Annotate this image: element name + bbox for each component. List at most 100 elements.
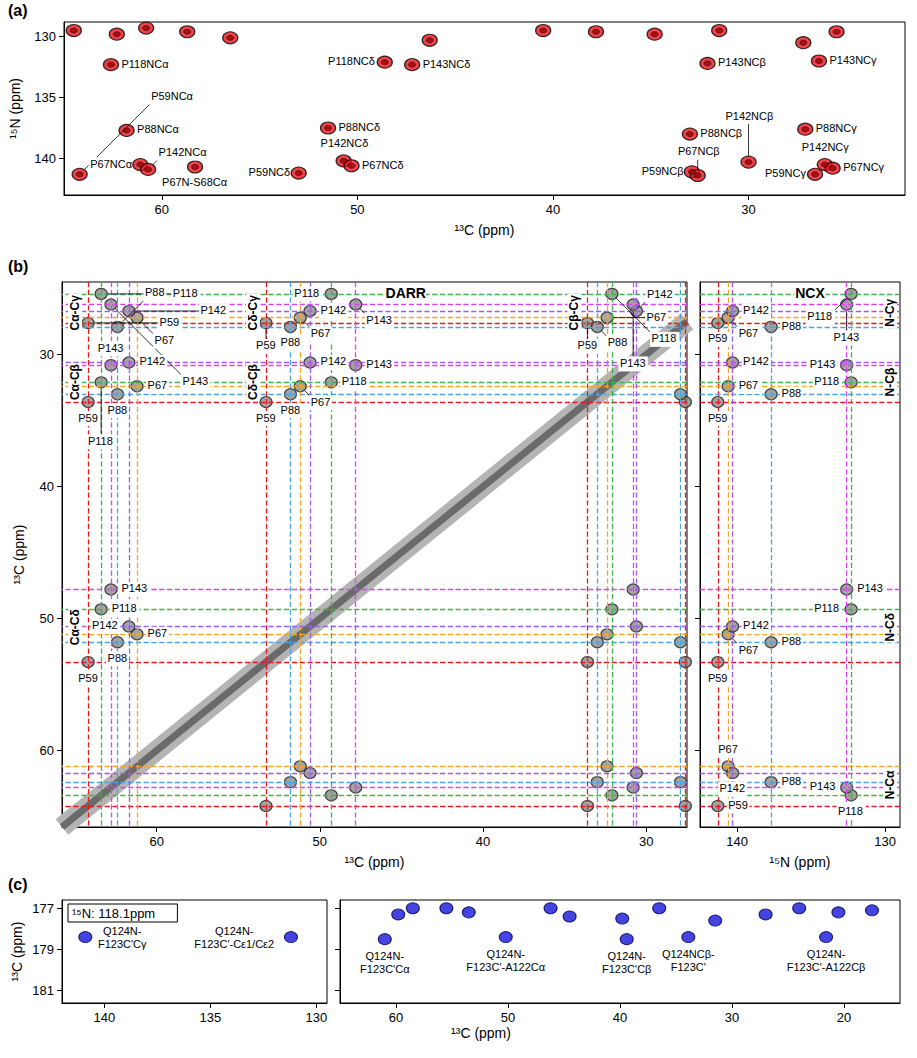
- svg-text:20: 20: [837, 1010, 851, 1025]
- svg-text:50: 50: [40, 611, 54, 626]
- svg-text:P118: P118: [807, 310, 832, 322]
- svg-text:P118NCα: P118NCα: [121, 58, 169, 70]
- svg-text:130: 130: [34, 29, 56, 44]
- svg-text:P88: P88: [608, 336, 628, 348]
- svg-text:F123C'-A122Cα: F123C'-A122Cα: [466, 961, 545, 973]
- svg-text:P142: P142: [743, 304, 769, 316]
- svg-text:¹³C (ppm): ¹³C (ppm): [11, 525, 27, 585]
- svg-text:P88NCα: P88NCα: [137, 123, 179, 135]
- svg-text:Q124N-: Q124N-: [103, 925, 142, 937]
- svg-text:(c): (c): [8, 876, 28, 893]
- svg-text:F123C'Cα: F123C'Cα: [360, 963, 410, 975]
- svg-text:140: 140: [94, 1010, 116, 1025]
- svg-text:P142: P142: [139, 355, 165, 367]
- svg-text:P118: P118: [294, 287, 319, 299]
- svg-text:Cδ-Cβ: Cδ-Cβ: [246, 364, 260, 400]
- svg-text:Q124N-: Q124N-: [607, 950, 646, 962]
- svg-text:P67: P67: [148, 379, 168, 391]
- svg-text:P67: P67: [718, 743, 738, 755]
- svg-text:130: 130: [874, 834, 896, 849]
- svg-text:50: 50: [313, 834, 327, 849]
- svg-text:50: 50: [350, 202, 364, 217]
- svg-text:¹³C (ppm): ¹³C (ppm): [9, 922, 25, 982]
- svg-text:40: 40: [613, 1010, 627, 1025]
- svg-text:P143: P143: [833, 331, 859, 343]
- svg-text:30: 30: [40, 347, 54, 362]
- svg-text:P143: P143: [857, 582, 883, 594]
- svg-text:P59NCα: P59NCα: [151, 90, 193, 102]
- svg-text:¹³C (ppm): ¹³C (ppm): [345, 854, 405, 870]
- svg-text:181: 181: [32, 983, 54, 998]
- svg-text:P143: P143: [620, 357, 646, 369]
- svg-text:P67: P67: [739, 327, 759, 339]
- svg-text:30: 30: [741, 202, 755, 217]
- svg-text:P143: P143: [182, 375, 208, 387]
- svg-text:NCX: NCX: [795, 285, 825, 301]
- svg-text:P88: P88: [281, 336, 301, 348]
- svg-text:Q124NCβ-: Q124NCβ-: [662, 948, 715, 960]
- svg-text:Cβ-Cγ: Cβ-Cγ: [567, 295, 581, 331]
- svg-text:¹³C (ppm): ¹³C (ppm): [451, 1025, 511, 1041]
- svg-text:(a): (a): [8, 2, 28, 19]
- svg-text:P118: P118: [88, 435, 113, 447]
- svg-text:P59: P59: [708, 332, 728, 344]
- svg-text:P59NCδ: P59NCδ: [249, 166, 291, 178]
- svg-text:P88NCγ: P88NCγ: [816, 122, 857, 134]
- svg-text:P143: P143: [810, 780, 836, 792]
- svg-text:Q124N-: Q124N-: [366, 950, 405, 962]
- svg-text:P143: P143: [98, 342, 124, 354]
- svg-text:P88: P88: [782, 635, 802, 647]
- svg-text:179: 179: [32, 942, 54, 957]
- svg-text:P118NCδ: P118NCδ: [328, 55, 375, 67]
- svg-text:P88: P88: [281, 404, 301, 416]
- svg-text:60: 60: [40, 743, 54, 758]
- svg-text:P67N-S68Cα: P67N-S68Cα: [162, 176, 228, 188]
- svg-text:P67: P67: [311, 396, 331, 408]
- svg-text:P118: P118: [112, 602, 137, 614]
- svg-text:P118: P118: [342, 375, 367, 387]
- svg-text:P59: P59: [708, 412, 728, 424]
- svg-text:P67: P67: [739, 379, 759, 391]
- svg-text:40: 40: [476, 834, 490, 849]
- svg-text:40: 40: [40, 479, 54, 494]
- svg-text:Cα-Cβ: Cα-Cβ: [68, 364, 82, 400]
- svg-text:30: 30: [725, 1010, 739, 1025]
- svg-text:DARR: DARR: [386, 285, 426, 301]
- svg-text:135: 135: [34, 90, 56, 105]
- svg-text:P67NCα: P67NCα: [90, 158, 132, 170]
- svg-text:P142: P142: [321, 304, 347, 316]
- svg-text:P88: P88: [108, 652, 128, 664]
- svg-text:P67: P67: [148, 627, 168, 639]
- svg-text:P88: P88: [145, 286, 165, 298]
- svg-text:¹⁵N (ppm): ¹⁵N (ppm): [7, 78, 23, 139]
- svg-text:P142: P142: [743, 619, 769, 631]
- svg-text:P143: P143: [366, 314, 392, 326]
- svg-text:(b): (b): [8, 258, 28, 275]
- svg-text:30: 30: [639, 834, 653, 849]
- svg-text:¹⁵N: 118.1ppm: ¹⁵N: 118.1ppm: [72, 906, 155, 921]
- svg-text:P143: P143: [810, 358, 836, 370]
- svg-text:P59: P59: [728, 799, 748, 811]
- svg-text:P67: P67: [311, 327, 331, 339]
- svg-text:P59: P59: [256, 412, 276, 424]
- svg-text:Cα-Cδ: Cα-Cδ: [68, 609, 82, 645]
- svg-text:P142: P142: [743, 355, 769, 367]
- svg-text:P59: P59: [160, 316, 180, 328]
- svg-text:40: 40: [546, 202, 560, 217]
- svg-text:P142: P142: [647, 288, 673, 300]
- svg-text:60: 60: [149, 834, 163, 849]
- svg-text:P88: P88: [782, 320, 802, 332]
- svg-text:P143: P143: [366, 358, 392, 370]
- svg-text:P88NCβ: P88NCβ: [700, 127, 742, 139]
- svg-text:50: 50: [501, 1010, 515, 1025]
- svg-text:P59: P59: [78, 672, 98, 684]
- svg-text:P118: P118: [173, 287, 198, 299]
- svg-text:P118: P118: [838, 805, 863, 817]
- svg-text:P142: P142: [200, 304, 226, 316]
- svg-text:N-Cβ: N-Cβ: [883, 368, 897, 397]
- svg-text:P88: P88: [108, 404, 128, 416]
- svg-text:P142: P142: [321, 355, 347, 367]
- svg-text:Q124N-: Q124N-: [807, 948, 846, 960]
- svg-text:P118: P118: [651, 332, 676, 344]
- svg-text:130: 130: [306, 1010, 328, 1025]
